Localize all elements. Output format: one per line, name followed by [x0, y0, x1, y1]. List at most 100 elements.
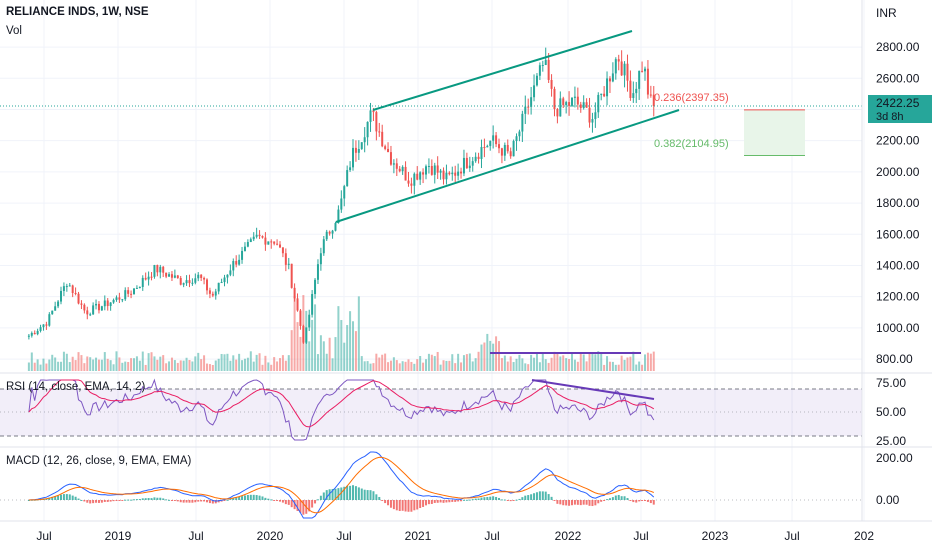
volume-bar: [626, 357, 629, 371]
macd-hist-bar: [448, 500, 451, 503]
volume-bar: [585, 361, 588, 371]
candle-body: [103, 300, 106, 307]
macd-hist-bar: [474, 498, 477, 500]
rsi-legend[interactable]: RSI (14, close, EMA, 14, 2): [6, 381, 146, 393]
candle-body: [334, 223, 337, 231]
price-axis[interactable]: 2800.002600.002400.002200.002000.001800.…: [876, 40, 920, 366]
volume-bar: [460, 362, 463, 371]
macd-hist-bar: [401, 500, 404, 511]
volume-bar: [608, 361, 611, 371]
volume-bar: [33, 362, 36, 371]
candle-body: [614, 59, 617, 74]
candle-body: [112, 299, 115, 303]
candle-body: [62, 286, 65, 291]
candle-body: [503, 144, 506, 156]
macd-hist-bar: [562, 500, 565, 506]
macd-hist-bar: [594, 500, 597, 506]
volume-bar: [518, 354, 521, 371]
volume-bar: [392, 357, 395, 371]
macd-hist-bar: [573, 500, 576, 505]
macd-hist-bar: [547, 494, 550, 500]
macd-hist-bar: [176, 500, 179, 502]
macd-hist-bar: [203, 500, 206, 502]
volume-bar: [322, 341, 325, 371]
macd-hist-bar: [644, 500, 647, 501]
macd-hist-bar: [430, 500, 433, 504]
macd-hist-bar: [500, 499, 503, 501]
last-price-badge[interactable]: [868, 95, 932, 123]
volume-bar: [217, 358, 220, 371]
volume-bar: [299, 336, 302, 371]
macd-hist-bar: [392, 500, 395, 510]
macd-hist-bar: [48, 497, 51, 500]
candle-body: [573, 96, 576, 98]
candle-body: [279, 244, 282, 248]
candle-body: [489, 140, 492, 146]
candle-body: [462, 157, 465, 174]
macd-hist-bar: [54, 496, 57, 500]
volume-bar: [407, 359, 410, 371]
channel-lower-line[interactable]: [335, 109, 680, 223]
volume-bar: [506, 361, 509, 371]
time-axis[interactable]: Jul 2019 Jul 2020 Jul 2021 Jul 2022 Jul 2023 Jul 20…: [36, 529, 874, 543]
macd-hist-bar: [498, 497, 501, 500]
volume-bar: [147, 353, 150, 371]
last-price-value: 2422.25: [876, 96, 920, 110]
macd-hist-bar: [258, 495, 261, 500]
symbol-title[interactable]: RELIANCE INDS, 1W, NSE: [6, 6, 149, 18]
macd-hist-bar: [188, 500, 191, 503]
macd-signal-line: [28, 456, 654, 514]
candle-body: [302, 325, 305, 343]
macd-hist-bar: [460, 500, 463, 502]
macd-hist-bar: [600, 500, 603, 502]
volume-bar: [62, 351, 65, 371]
volume-bar: [57, 361, 60, 371]
volume-bar: [97, 359, 100, 371]
macd-hist-bar: [112, 500, 115, 502]
channel-upper-line[interactable]: [372, 30, 633, 111]
volume-bar: [270, 364, 273, 371]
time-tick-label: 2022: [555, 529, 582, 543]
volume-bar: [343, 342, 346, 371]
volume-bar: [296, 322, 299, 371]
candle-body: [89, 314, 92, 316]
macd-hist-bar: [433, 500, 436, 503]
macd-hist-bar: [80, 499, 83, 501]
chart-grid: [0, 0, 865, 521]
candle-body: [30, 332, 33, 336]
candle-body: [649, 94, 652, 96]
volume-bar: [100, 359, 103, 371]
rsi-divergence-line[interactable]: [531, 379, 655, 400]
macd-hist-bar: [398, 500, 401, 512]
candle-body: [407, 180, 410, 184]
macd-hist-bar: [249, 494, 252, 500]
macd-hist-bar: [588, 500, 591, 506]
candle-body: [316, 264, 319, 280]
volume-bar: [571, 352, 574, 371]
macd-hist-bar: [608, 498, 611, 500]
macd-hist-bar: [191, 500, 194, 503]
macd-axis[interactable]: 200.00 0.00: [876, 451, 913, 507]
candle-body: [185, 280, 188, 284]
macd-legend[interactable]: MACD (12, 26, close, 9, EMA, EMA): [6, 455, 192, 467]
candle-body: [635, 88, 638, 94]
volume-legend[interactable]: Vol: [6, 25, 22, 37]
candle-body: [252, 236, 255, 240]
candle-body: [378, 131, 381, 133]
macd-hist-bar: [206, 500, 209, 503]
macd-hist-bar: [118, 500, 121, 501]
macd-hist-bar: [582, 500, 585, 505]
macd-hist-bar: [208, 500, 211, 504]
macd-hist-bar: [369, 490, 372, 500]
candle-body: [445, 172, 448, 180]
time-tick-label: Jul: [188, 529, 203, 543]
candle-body: [498, 144, 501, 149]
candle-body: [331, 230, 334, 234]
volume-bar: [200, 359, 203, 371]
macd-hist-bar: [457, 500, 460, 502]
candle-body: [372, 110, 375, 113]
candle-body: [492, 135, 495, 141]
volume-bar: [127, 361, 130, 371]
rsi-axis[interactable]: 75.00 50.00 25.00: [876, 376, 906, 448]
